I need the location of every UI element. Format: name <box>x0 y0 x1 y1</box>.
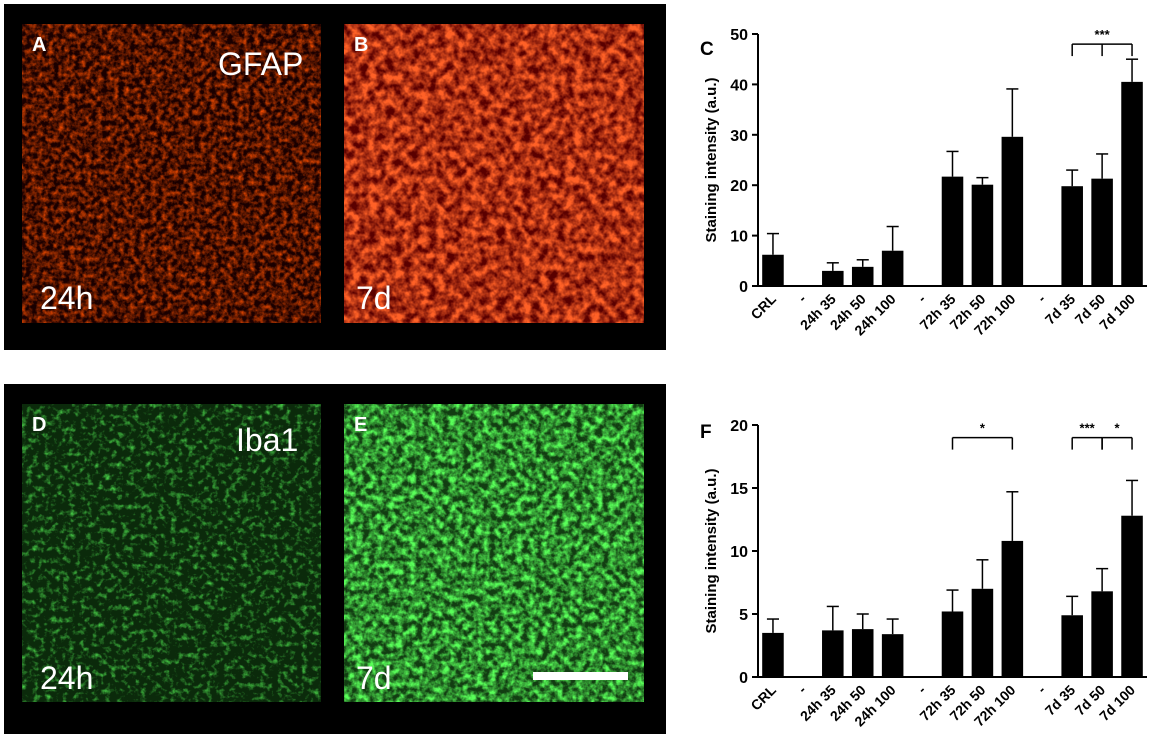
panel-d-letter: D <box>32 414 47 436</box>
panel-f-x-tick-label: - <box>1034 682 1049 697</box>
panel-f-bar <box>851 629 874 677</box>
panel-f-x-tick-label: - <box>914 682 929 697</box>
panel-f-bar <box>971 588 994 677</box>
panel-a-gfap-24h-image <box>22 24 321 323</box>
panel-c-sig-label: *** <box>1095 27 1111 42</box>
panel-f-x-tick-label: - <box>794 682 809 697</box>
panel-c-bar <box>971 184 994 286</box>
panel-c-y-axis-label: Staining intensity (a.u.) <box>703 77 720 242</box>
panel-f-y-tick-label: 0 <box>739 670 748 687</box>
panel-f-x-tick-label: CRL <box>747 681 779 713</box>
panel-c-y-tick-label: 10 <box>730 229 748 246</box>
panel-f-bar <box>1061 615 1083 677</box>
panel-c-bar <box>881 250 904 286</box>
panel-f-bar <box>1091 591 1113 677</box>
panel-b-letter: B <box>354 34 369 56</box>
panel-f-sig-label: * <box>980 421 986 436</box>
panel-c-bar <box>851 266 874 286</box>
panel-c-letter: C <box>700 39 714 60</box>
panel-c-x-tick-label: CRL <box>747 290 779 322</box>
panel-f-y-tick-label: 15 <box>730 481 748 498</box>
panel-f-y-tick-label: 20 <box>730 418 748 435</box>
panel-f-sig-label: *** <box>1080 421 1096 436</box>
panel-c-x-tick-label: - <box>914 291 929 306</box>
panel-f-bar <box>762 632 784 677</box>
panel-c-bar <box>1061 186 1083 286</box>
panel-c-bar <box>762 254 784 286</box>
panel-a-letter: A <box>32 34 47 56</box>
panel-d-iba1-24h-image <box>22 404 321 702</box>
panel-c-bar <box>941 176 964 286</box>
panel-d-stain-label: Iba1 <box>236 422 299 458</box>
panel-c-bar <box>822 270 844 286</box>
panel-c-bar <box>1091 178 1113 286</box>
panel-c-bar <box>1001 136 1024 286</box>
panel-f-bar <box>941 611 964 677</box>
scale-bar <box>533 672 628 680</box>
panel-c-y-tick-label: 0 <box>739 279 748 296</box>
panel-e-iba1-7d-image <box>344 404 644 702</box>
panel-c-y-tick-label: 30 <box>730 128 748 145</box>
panel-b-gfap-7d-image <box>344 24 644 323</box>
panel-f-x-tick-label: 7d 35 <box>1042 682 1079 719</box>
panel-c-x-tick-label: - <box>794 291 809 306</box>
panel-f-y-tick-label: 10 <box>730 544 748 561</box>
panel-c-bar <box>1121 81 1143 286</box>
panel-f-bar <box>881 634 904 677</box>
panel-f-y-tick-label: 5 <box>739 607 748 624</box>
panel-c-x-tick-label: 7d 35 <box>1042 291 1079 328</box>
panel-f-bar <box>1121 515 1143 677</box>
panel-e-letter: E <box>354 414 368 436</box>
panel-f-sig-label: * <box>1115 421 1121 436</box>
panel-c-y-tick-label: 50 <box>730 27 748 44</box>
panel-b-time-label: 7d <box>356 280 392 316</box>
panel-d-time-label: 24h <box>40 660 94 696</box>
panel-a-stain-label: GFAP <box>218 46 304 82</box>
panel-f-bar <box>1001 540 1024 677</box>
chart-c: C 0 10 20 30 40 50 Staining intensity (a.u.) CR… <box>700 27 1147 338</box>
panel-f-letter: F <box>700 422 712 443</box>
panel-c-y-tick-label: 40 <box>730 77 748 94</box>
panel-a-time-label: 24h <box>40 280 94 316</box>
panel-e-time-label: 7d <box>356 660 392 696</box>
panel-c-y-tick-label: 20 <box>730 178 748 195</box>
panel-f-y-axis-label: Staining intensity (a.u.) <box>703 468 720 633</box>
panel-f-bar <box>822 630 844 677</box>
panel-c-x-tick-label: - <box>1034 291 1049 306</box>
